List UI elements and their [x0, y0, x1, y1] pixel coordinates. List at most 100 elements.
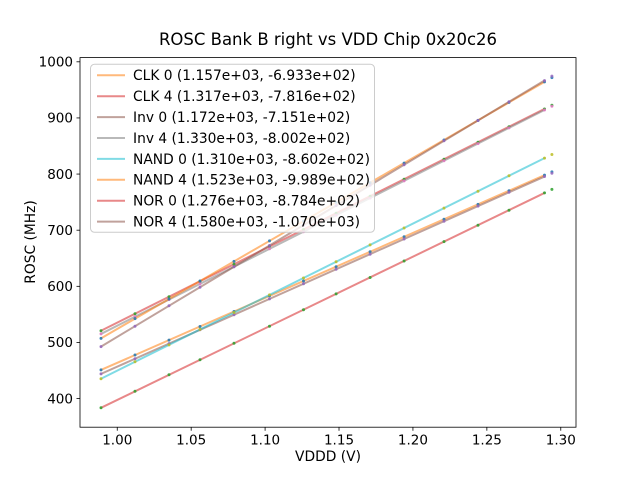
data-point	[368, 276, 372, 279]
data-point	[99, 368, 103, 372]
data-point	[133, 357, 137, 361]
y-tick-label: 400	[47, 391, 73, 407]
data-point	[507, 208, 511, 212]
x-axis: 1.00 1.05 1.10 1.15 1.20 1.25 1.30	[102, 427, 576, 449]
data-point	[550, 153, 554, 156]
data-point	[268, 324, 271, 328]
data-point	[550, 187, 554, 191]
legend-label: Inv 0 (1.172e+03, -7.151e+02)	[133, 110, 350, 126]
data-point	[268, 244, 271, 247]
y-tick-label: 600	[47, 279, 73, 295]
data-point	[368, 250, 372, 254]
data-point	[368, 243, 372, 247]
data-point	[442, 139, 446, 143]
data-point	[198, 285, 202, 289]
data-point	[334, 265, 338, 269]
data-point	[198, 358, 202, 362]
data-point	[442, 159, 446, 163]
data-point	[543, 108, 546, 112]
y-axis-label: ROSC (MHz)	[23, 200, 39, 284]
data-point	[507, 174, 511, 178]
legend-label: Inv 4 (1.330e+03, -8.002e+02)	[133, 131, 350, 147]
data-point	[99, 372, 103, 376]
data-point	[507, 190, 511, 194]
data-point	[507, 100, 511, 104]
data-point	[198, 282, 202, 286]
data-point	[402, 226, 406, 230]
data-point	[476, 223, 480, 227]
data-point	[302, 279, 305, 283]
data-point	[99, 406, 103, 410]
legend-label: NOR 0 (1.276e+03, -8.784e+02)	[133, 194, 360, 210]
data-point	[232, 341, 236, 345]
data-point	[334, 260, 338, 264]
x-tick-label: 1.20	[398, 433, 428, 449]
legend-item-clk-4: CLK 4 (1.317e+03, -7.816e+02)	[97, 89, 356, 105]
data-point	[442, 219, 446, 223]
data-point	[402, 179, 406, 183]
legend-label: CLK 4 (1.317e+03, -7.816e+02)	[133, 89, 356, 105]
legend-item-inv-0: Inv 0 (1.172e+03, -7.151e+02)	[97, 110, 350, 126]
data-point	[133, 312, 137, 316]
x-tick-label: 1.10	[250, 433, 280, 449]
data-point	[99, 332, 103, 336]
data-point	[232, 262, 236, 266]
legend-item-nand-4: NAND 4 (1.523e+03, -9.989e+02)	[97, 173, 370, 189]
y-tick-label: 800	[47, 167, 73, 183]
data-point	[402, 237, 406, 241]
data-point	[232, 311, 236, 314]
data-point	[402, 163, 406, 167]
data-point	[543, 156, 546, 160]
y-tick-label: 1000	[39, 55, 73, 71]
x-tick-label: 1.05	[176, 433, 206, 449]
data-point	[476, 142, 480, 146]
data-point	[198, 325, 202, 328]
legend-item-nand-0: NAND 0 (1.310e+03, -8.602e+02)	[97, 152, 370, 168]
data-point	[99, 345, 103, 349]
data-point	[198, 279, 202, 283]
data-point	[507, 126, 511, 130]
legend-box	[90, 63, 375, 233]
data-point	[133, 360, 137, 364]
data-point	[99, 377, 103, 381]
legend-label: CLK 0 (1.157e+03, -6.933e+02)	[133, 68, 356, 84]
y-tick-label: 500	[47, 335, 73, 351]
data-point	[302, 276, 305, 280]
data-point	[476, 119, 480, 122]
data-point	[543, 175, 546, 178]
legend-item-clk-0: CLK 0 (1.157e+03, -6.933e+02)	[97, 68, 356, 84]
x-axis-label: VDDD (V)	[295, 449, 361, 465]
data-point	[476, 204, 480, 208]
data-point	[550, 171, 554, 175]
data-point	[167, 373, 171, 377]
data-point	[167, 304, 171, 308]
data-point	[368, 252, 372, 256]
legend-label: NAND 0 (1.310e+03, -8.602e+02)	[133, 152, 370, 168]
legend-item-inv-4: Inv 4 (1.330e+03, -8.002e+02)	[97, 131, 350, 147]
data-point	[268, 293, 271, 297]
data-point	[302, 308, 305, 312]
fit-line	[99, 191, 546, 409]
x-tick-label: 1.15	[324, 433, 354, 449]
data-point	[99, 329, 103, 333]
chart-title: ROSC Bank B right vs VDD Chip 0x20c26	[159, 30, 497, 49]
data-point	[268, 247, 271, 251]
data-point	[167, 297, 171, 301]
legend-item-nor-0: NOR 0 (1.276e+03, -8.784e+02)	[97, 194, 360, 210]
data-point	[543, 191, 546, 195]
data-point	[550, 104, 554, 108]
data-point	[133, 317, 137, 321]
legend: CLK 0 (1.157e+03, -6.933e+02) CLK 4 (1.31…	[90, 63, 375, 233]
series-nand-0	[99, 153, 554, 381]
series-nor-0	[99, 187, 554, 410]
legend-label: NOR 4 (1.580e+03, -1.070e+03)	[133, 215, 360, 231]
data-point	[476, 189, 480, 193]
data-point	[442, 240, 446, 244]
data-point	[167, 338, 171, 342]
legend-label: NAND 4 (1.523e+03, -9.989e+02)	[133, 173, 370, 189]
data-point	[167, 343, 171, 347]
x-tick-label: 1.30	[546, 433, 576, 449]
data-point	[302, 282, 305, 286]
